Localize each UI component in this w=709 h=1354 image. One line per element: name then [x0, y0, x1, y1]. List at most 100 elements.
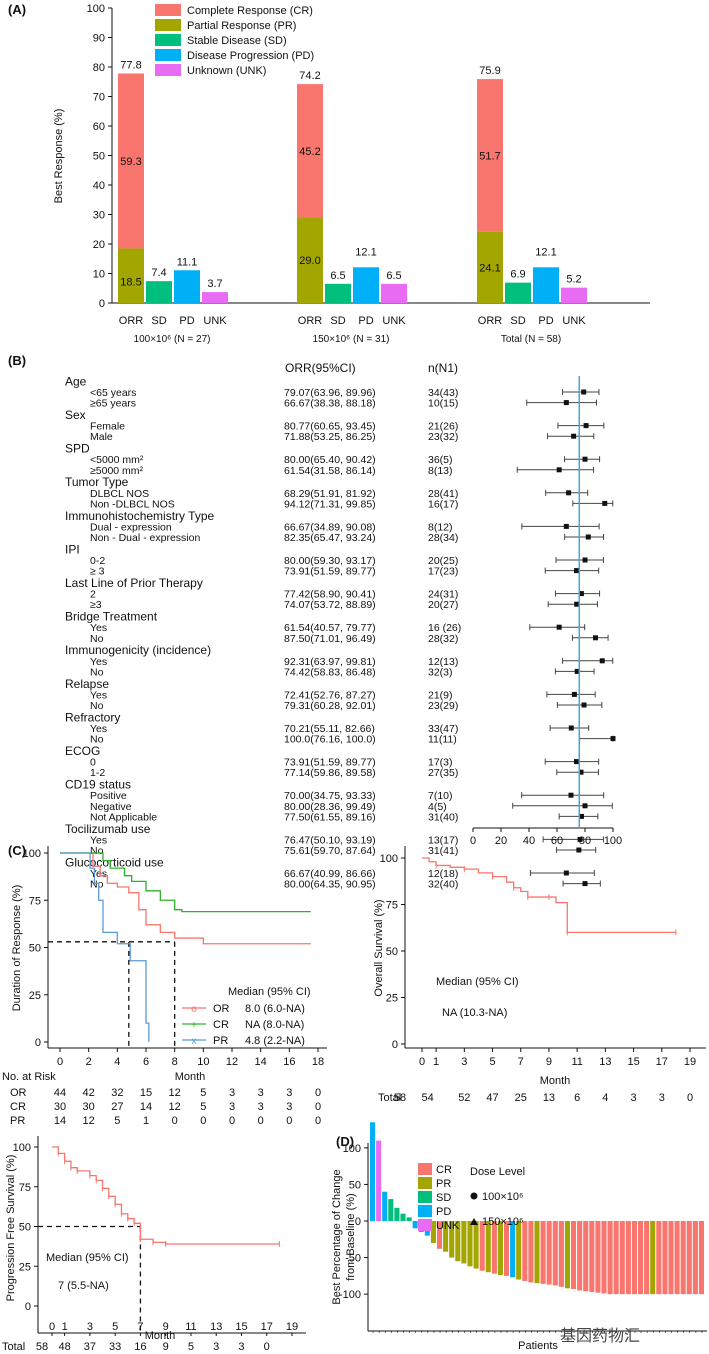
y-tick-label: 100: [23, 848, 41, 860]
waterfall-bar: [522, 1221, 528, 1281]
risk-value: 30: [83, 1101, 95, 1113]
waterfall-bar: [571, 1221, 577, 1290]
y-tick-label: 0: [355, 1216, 361, 1228]
point-estimate: [566, 490, 572, 496]
row-n: 17(3): [428, 757, 453, 769]
group-header: Immunohistochemistry Type: [65, 509, 214, 523]
risk-value: 14: [140, 1101, 152, 1113]
waterfall-bar: [558, 1221, 564, 1287]
bar-unk: [381, 283, 407, 303]
row-ci: 77.14(59.86, 89.58): [284, 767, 376, 779]
row-ci: 70.00(34.75, 93.33): [284, 790, 376, 802]
x-tick-label: 19: [286, 1321, 298, 1333]
risk-value: 3: [213, 1341, 219, 1353]
group-header: Sex: [65, 408, 86, 422]
x-tick-label: 5: [112, 1321, 118, 1333]
waterfall-bar: [455, 1221, 461, 1262]
row-label: 1-2: [90, 767, 105, 779]
row-ci: 80.00(59.30, 93.17): [284, 555, 376, 567]
row-ci: 61.54(40.57, 79.77): [284, 622, 376, 634]
group-header: Refractory: [65, 710, 120, 724]
x-tick-label: 12: [226, 1056, 238, 1068]
legend-entry: PD: [436, 1206, 451, 1218]
y-tick-label: 50: [349, 1179, 361, 1191]
x-tick-label: 100: [604, 835, 622, 847]
row-ci: 66.67(34.89, 90.08): [284, 521, 376, 533]
row-n: 28(41): [428, 488, 458, 500]
row-n: 28(34): [428, 532, 458, 544]
row-label: No: [90, 879, 104, 891]
point-estimate: [556, 467, 562, 473]
bar-value-unk: 6.5: [386, 270, 401, 282]
row-label: No: [90, 633, 104, 645]
row-ci: 74.42(58.83, 86.48): [284, 666, 376, 678]
bar-value-pr: 29.0: [299, 255, 320, 267]
dose-legend-entry: 150×10⁶: [482, 1216, 524, 1228]
row-n: 24(31): [428, 589, 458, 601]
risk-value: 3: [238, 1341, 244, 1353]
y-tick-label: 80: [93, 62, 105, 74]
waterfall-bar: [583, 1221, 589, 1292]
risk-value: 33: [109, 1341, 121, 1353]
row-n: 20(25): [428, 555, 458, 567]
x-tick-label: 1: [433, 1056, 439, 1068]
bar-category-label: SD: [151, 315, 166, 327]
bar-value-unk: 5.2: [566, 274, 581, 286]
median-value: 7 (5.5-NA): [58, 1280, 109, 1292]
risk-value: 15: [140, 1087, 152, 1099]
legend-entry: Complete Response (CR): [187, 5, 313, 17]
panel-label-b: (B): [8, 353, 26, 368]
risk-value: 3: [631, 1092, 637, 1104]
row-ci: 100.0(76.16, 100.0): [284, 734, 376, 746]
legend-swatch: [155, 34, 181, 46]
km-curve-pr: [60, 852, 150, 1042]
waterfall-bar: [430, 1221, 436, 1243]
point-estimate: [563, 523, 569, 529]
risk-value: 30: [54, 1101, 66, 1113]
x-tick-label: 16: [283, 1056, 295, 1068]
row-n: 23(29): [428, 700, 458, 712]
x-axis-title: Month: [145, 1330, 176, 1342]
y-tick-label: 0: [99, 298, 105, 310]
point-estimate: [602, 500, 608, 506]
row-ci: 75.61(59.70, 87.64): [284, 845, 376, 857]
row-label: 0: [90, 757, 96, 769]
bar-pr: [297, 217, 323, 303]
bar-value-orr: 74.2: [299, 70, 320, 82]
x-tick-label: 4: [114, 1056, 120, 1068]
y-tick-label: 100: [380, 853, 398, 865]
point-estimate: [577, 836, 583, 842]
waterfall-bar: [552, 1221, 558, 1286]
column-header: n(N1): [428, 361, 458, 375]
waterfall-bar: [650, 1221, 656, 1295]
bar-sd: [325, 283, 351, 303]
row-n: 16(17): [428, 498, 458, 510]
x-tick-label: 2: [86, 1056, 92, 1068]
y-tick-label: 70: [93, 92, 105, 104]
bar-value-pr: 18.5: [120, 277, 141, 289]
waterfall-bar: [631, 1221, 637, 1295]
waterfall-bar: [479, 1221, 485, 1271]
risk-value: 6: [574, 1092, 580, 1104]
legend-entry: Disease Progression (PD): [187, 50, 314, 62]
y-tick-label: 75: [29, 895, 41, 907]
risk-value: 0: [172, 1115, 178, 1127]
waterfall-bar: [692, 1221, 698, 1295]
y-tick-label: 0: [25, 1301, 31, 1313]
legend-entry: CR: [436, 1164, 452, 1176]
point-estimate: [574, 601, 580, 607]
row-n: 28(32): [428, 633, 458, 645]
risk-value: 1: [143, 1115, 149, 1127]
y-axis-title: Progression Free Survival (%): [5, 1155, 17, 1302]
waterfall-bar: [394, 1207, 400, 1221]
waterfall-bar: [607, 1221, 613, 1295]
legend-value: NA (8.0-NA): [245, 1019, 304, 1031]
row-label: Not Applicable: [90, 811, 157, 823]
x-tick-label: 6: [143, 1056, 149, 1068]
legend-swatch: [155, 19, 181, 31]
panel-c-progression-free-survival: 02550751000135791113151719Progression Fr…: [2, 1136, 306, 1353]
bar-category-label: UNK: [562, 315, 586, 327]
km-curve-pfs: [52, 1146, 280, 1245]
waterfall-bar: [686, 1221, 692, 1295]
group-header: CD19 status: [65, 778, 131, 792]
